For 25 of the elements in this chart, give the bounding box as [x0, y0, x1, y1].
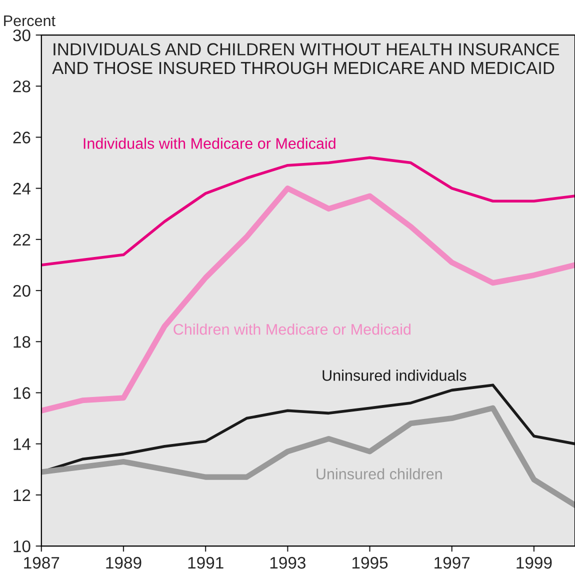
y-tick-label: 30 — [13, 29, 30, 42]
y-tick-label: 26 — [13, 132, 30, 144]
x-tick-label: 1993 — [270, 556, 306, 569]
line-series — [41, 156, 575, 266]
series-label: Individuals with Medicare or Medicaid — [84, 138, 336, 149]
y-axis-title: Percent — [4, 16, 56, 26]
y-tick-label: 16 — [14, 387, 30, 399]
x-tick-label: 1999 — [516, 556, 552, 569]
text: INDIVIDUALS AND CHILDREN WITHOUT HEALTH INSURANCE AND THOSE INSURED THROUGH MEDICARE AND MEDICAID — [52, 43, 560, 74]
y-tick-label: 22 — [13, 234, 30, 246]
series-label: Uninsured individuals — [322, 370, 466, 381]
y-tick-label: 14 — [14, 438, 30, 450]
y-tick-label: 28 — [13, 80, 30, 92]
x-tick-label: 1989 — [106, 556, 142, 569]
y-tick-label: 10 — [14, 540, 30, 552]
y-tick-label: 18 — [14, 336, 30, 348]
series-label: Uninsured children — [316, 468, 442, 480]
x-tick-label: 1991 — [188, 556, 224, 569]
y-tick-label: 24 — [13, 182, 30, 194]
x-tick-label: 1987 — [24, 556, 60, 569]
x-tick-label: 1997 — [434, 556, 470, 569]
x-tick-label: 1995 — [352, 556, 388, 569]
y-tick-label: 20 — [13, 284, 30, 297]
y-tick-label: 12 — [14, 489, 30, 501]
series-label: Children with Medicare or Medicaid — [174, 324, 410, 335]
